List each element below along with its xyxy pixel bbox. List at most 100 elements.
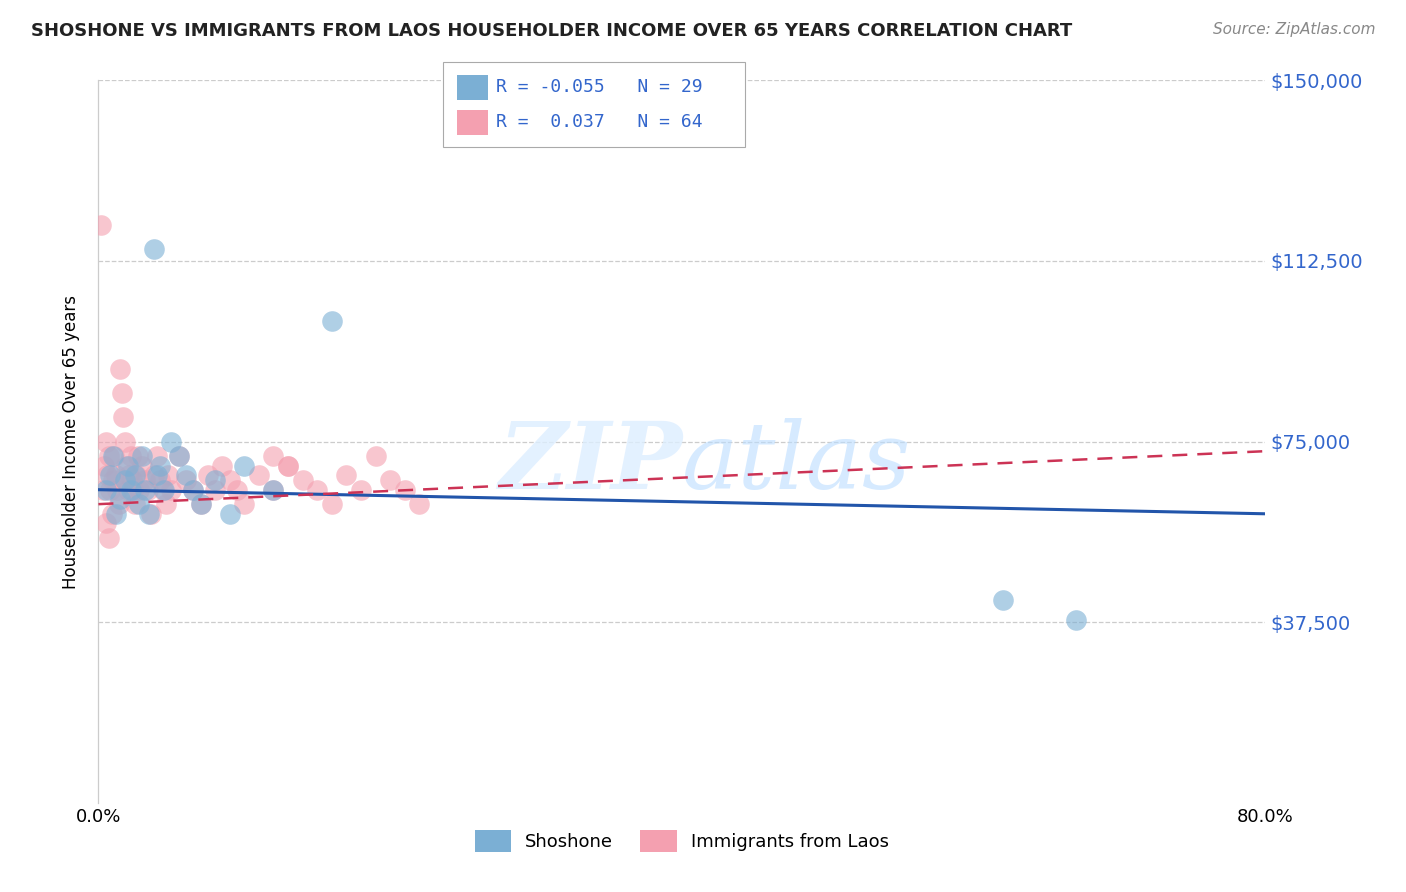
Point bbox=[277, 458, 299, 473]
Text: R = -0.055   N = 29: R = -0.055 N = 29 bbox=[496, 78, 703, 95]
Point bbox=[152, 483, 174, 497]
Point bbox=[190, 497, 212, 511]
Point bbox=[120, 449, 142, 463]
Point bbox=[124, 497, 146, 511]
Point bbox=[104, 468, 127, 483]
Point bbox=[122, 483, 145, 497]
Point bbox=[114, 473, 136, 487]
Point bbox=[120, 483, 142, 497]
Point bbox=[262, 483, 284, 497]
Y-axis label: Householder Income Over 65 years: Householder Income Over 65 years bbox=[62, 294, 80, 589]
Point bbox=[98, 483, 121, 497]
Point bbox=[110, 492, 132, 507]
Point bbox=[364, 449, 387, 463]
Point bbox=[1064, 613, 1087, 627]
Point bbox=[167, 449, 190, 463]
Point bbox=[226, 483, 249, 497]
Point bbox=[91, 483, 114, 497]
Point bbox=[233, 458, 256, 473]
Point bbox=[149, 458, 172, 473]
Point bbox=[146, 449, 169, 463]
Point bbox=[408, 497, 430, 511]
Point bbox=[93, 458, 115, 473]
Point bbox=[247, 468, 270, 483]
Point bbox=[394, 483, 416, 497]
Point bbox=[307, 483, 329, 497]
Point bbox=[380, 473, 402, 487]
Point bbox=[167, 449, 190, 463]
Point bbox=[134, 473, 156, 487]
Point bbox=[124, 468, 146, 483]
Text: R =  0.037   N = 64: R = 0.037 N = 64 bbox=[496, 113, 703, 131]
Point bbox=[127, 449, 149, 463]
Point bbox=[97, 449, 120, 463]
Point bbox=[204, 473, 226, 487]
Point bbox=[138, 507, 160, 521]
Point bbox=[96, 468, 118, 483]
Point bbox=[157, 468, 180, 483]
Point bbox=[211, 458, 233, 473]
Point bbox=[335, 468, 357, 483]
Point bbox=[277, 458, 299, 473]
Point bbox=[98, 468, 121, 483]
Point bbox=[218, 507, 240, 521]
Point bbox=[197, 468, 219, 483]
Text: SHOSHONE VS IMMIGRANTS FROM LAOS HOUSEHOLDER INCOME OVER 65 YEARS CORRELATION CH: SHOSHONE VS IMMIGRANTS FROM LAOS HOUSEHO… bbox=[31, 22, 1073, 40]
Point bbox=[108, 497, 131, 511]
Point bbox=[181, 483, 204, 497]
Point bbox=[350, 483, 373, 497]
Point bbox=[104, 507, 127, 521]
Point bbox=[146, 468, 169, 483]
Point bbox=[101, 473, 124, 487]
Legend: Shoshone, Immigrants from Laos: Shoshone, Immigrants from Laos bbox=[468, 822, 896, 859]
Point bbox=[97, 531, 120, 545]
Point bbox=[125, 468, 148, 483]
Point bbox=[131, 458, 153, 473]
Point bbox=[291, 473, 314, 487]
Point bbox=[991, 593, 1014, 607]
Point bbox=[114, 434, 136, 449]
Point bbox=[90, 218, 112, 232]
Point bbox=[174, 468, 197, 483]
Point bbox=[117, 483, 139, 497]
Point bbox=[321, 314, 343, 328]
Point bbox=[181, 483, 204, 497]
Point bbox=[103, 449, 125, 463]
Point bbox=[118, 468, 141, 483]
Point bbox=[94, 483, 117, 497]
Point bbox=[321, 497, 343, 511]
Point bbox=[204, 483, 226, 497]
Point bbox=[117, 458, 139, 473]
Point bbox=[111, 386, 134, 401]
Point bbox=[121, 473, 143, 487]
Point bbox=[136, 483, 159, 497]
Point bbox=[160, 434, 183, 449]
Point bbox=[94, 516, 117, 531]
Point bbox=[94, 434, 117, 449]
Text: ZIP: ZIP bbox=[498, 418, 682, 508]
Point bbox=[100, 507, 122, 521]
Point bbox=[233, 497, 256, 511]
Point bbox=[128, 497, 150, 511]
Point bbox=[149, 473, 172, 487]
Point bbox=[142, 468, 165, 483]
Point bbox=[218, 473, 240, 487]
Point bbox=[139, 507, 162, 521]
Point bbox=[134, 483, 156, 497]
Point bbox=[115, 458, 138, 473]
Point bbox=[160, 483, 183, 497]
Point bbox=[110, 362, 132, 376]
Point bbox=[112, 410, 135, 425]
Point bbox=[190, 497, 212, 511]
Point bbox=[155, 497, 177, 511]
Text: atlas: atlas bbox=[682, 418, 911, 508]
Point bbox=[262, 449, 284, 463]
Point bbox=[128, 483, 150, 497]
Point bbox=[131, 449, 153, 463]
Point bbox=[153, 483, 176, 497]
Point bbox=[105, 483, 128, 497]
Point bbox=[142, 242, 165, 256]
Point bbox=[262, 483, 284, 497]
Point bbox=[101, 449, 124, 463]
Text: Source: ZipAtlas.com: Source: ZipAtlas.com bbox=[1212, 22, 1375, 37]
